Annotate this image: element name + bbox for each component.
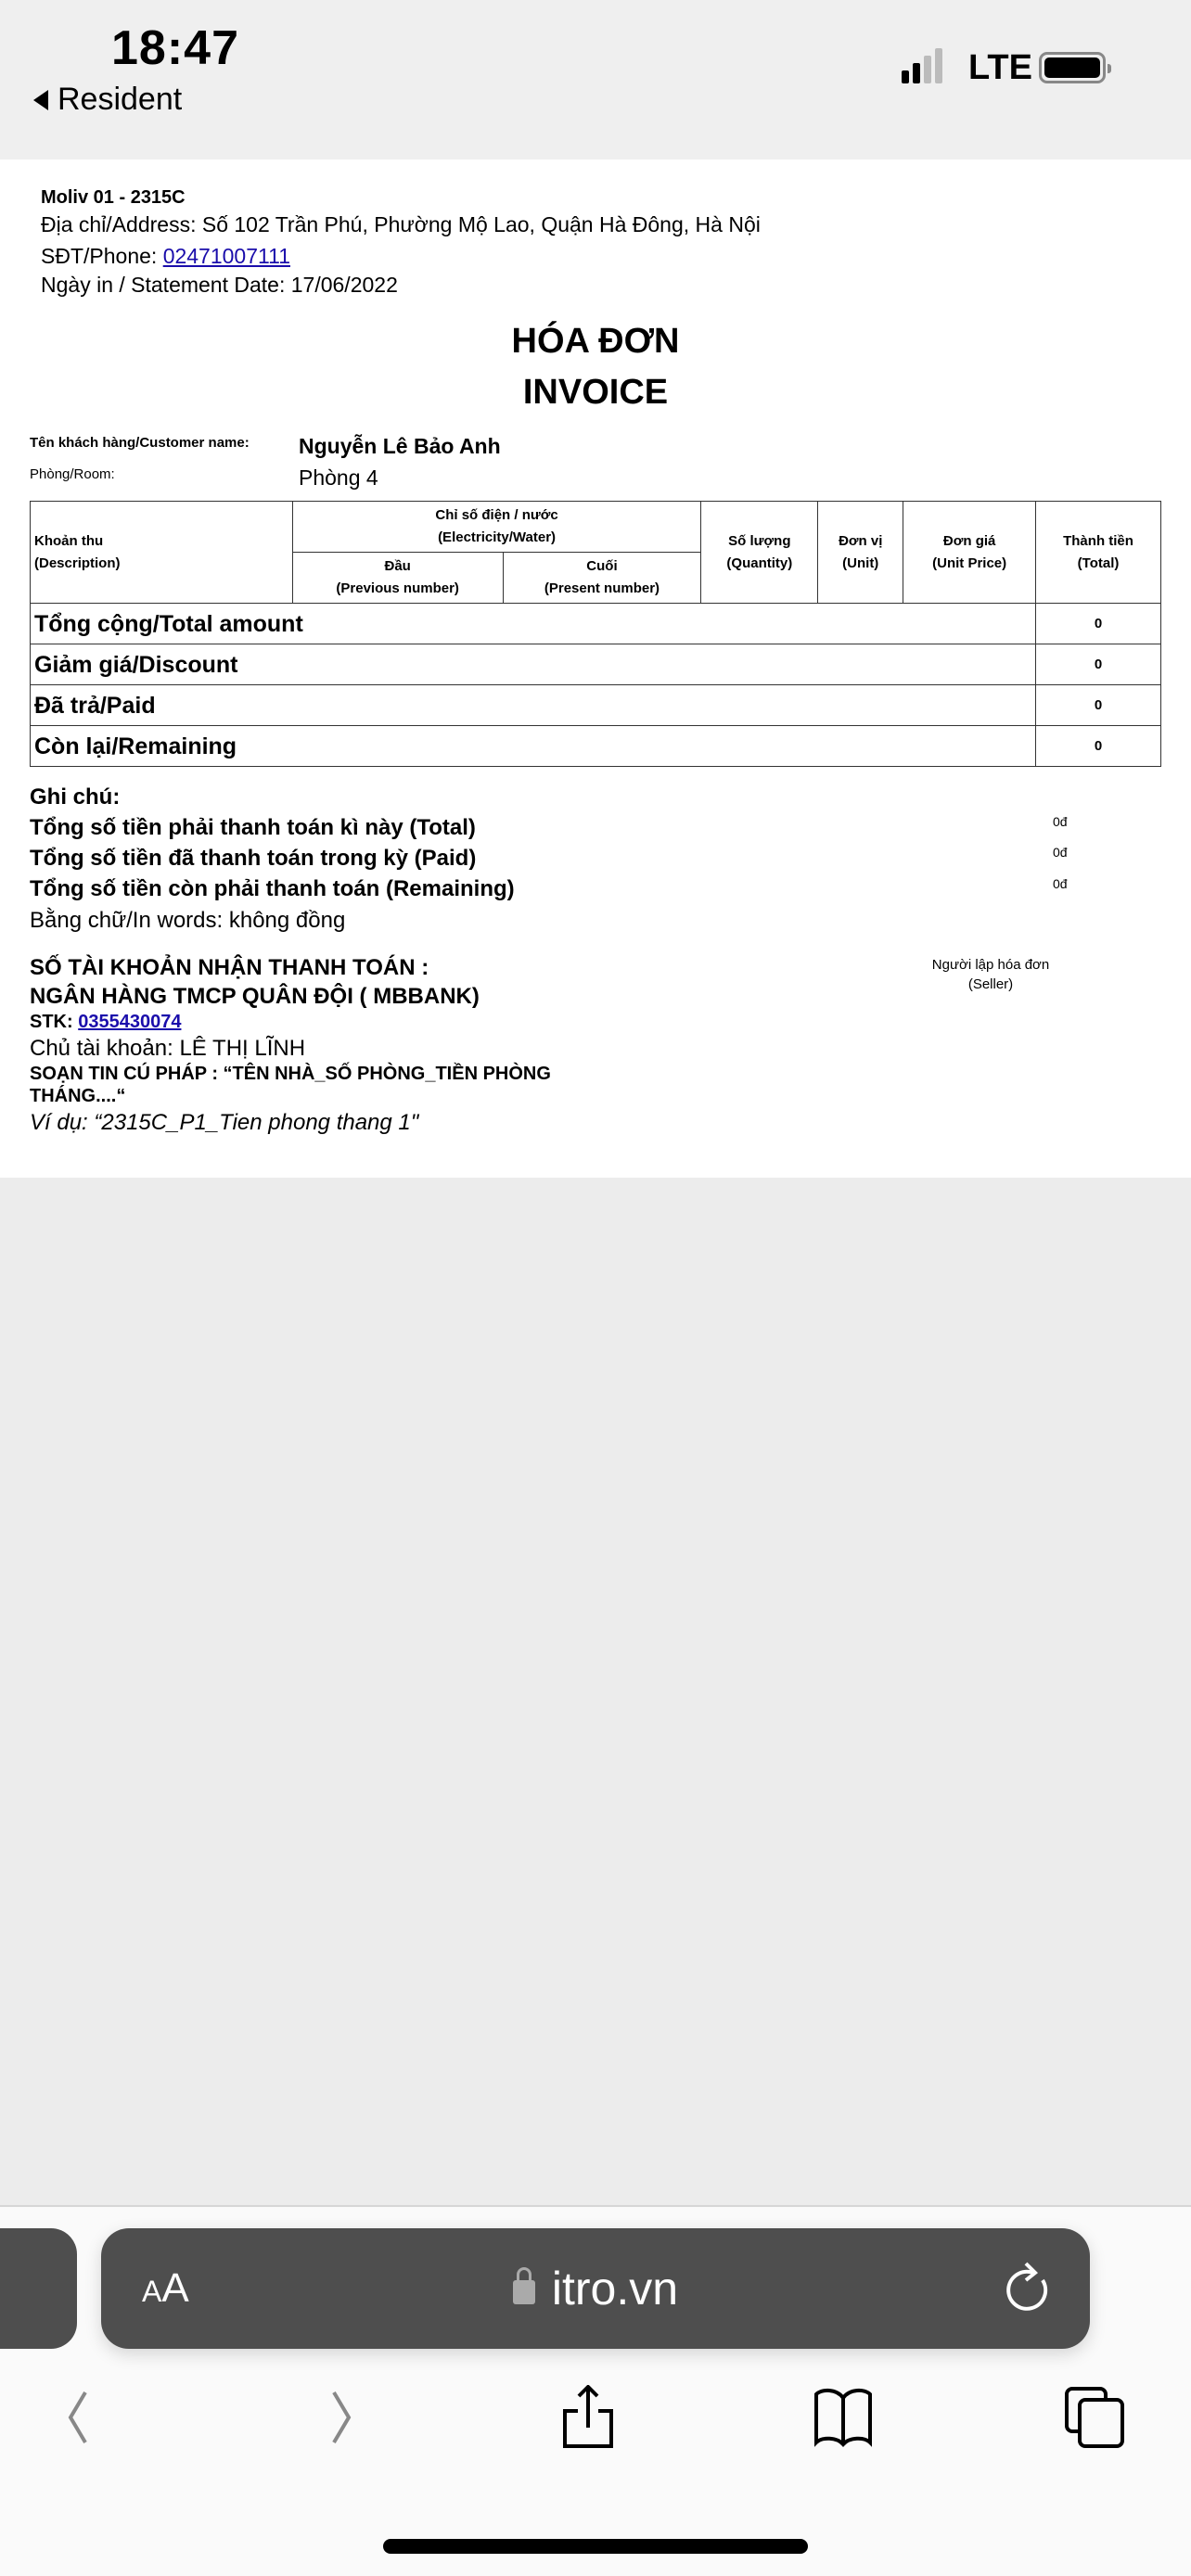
row-label: Tổng cộng/Total amount xyxy=(29,603,1037,644)
table-row: Giảm giá/Discount 0 xyxy=(29,644,1161,685)
note-total-value: 0đ xyxy=(1053,814,1068,829)
battery-icon xyxy=(1039,52,1111,83)
signal-icon xyxy=(902,48,942,83)
tabs-icon[interactable] xyxy=(1063,2385,1128,2450)
forward-icon[interactable] xyxy=(308,2385,373,2450)
back-app-label: Resident xyxy=(58,82,183,117)
row-value: 0 xyxy=(1035,725,1161,767)
note-remaining: Tổng số tiền còn phải thanh toán (Remain… xyxy=(30,876,515,901)
network-type: LTE xyxy=(968,48,1032,87)
transfer-syntax: SOẠN TIN CÚ PHÁP : “TÊN NHÀ_SỐ PHÒNG_TIỀ… xyxy=(30,1064,551,1106)
bank-name: NGÂN HÀNG TMCP QUÂN ĐỘI ( MBBANK) xyxy=(30,984,480,1009)
customer-label: Tên khách hàng/Customer name: xyxy=(30,435,250,451)
url-field[interactable]: itro.vn xyxy=(101,2262,1090,2315)
phone-line: SĐT/Phone: 02471007111 xyxy=(41,244,290,269)
header-present: Cuối (Present number) xyxy=(502,552,702,604)
header-unit-price: Đơn giá (Unit Price) xyxy=(903,501,1037,604)
note-paid-value: 0đ xyxy=(1053,845,1068,860)
clock: 18:47 xyxy=(111,21,239,75)
back-triangle-icon xyxy=(33,89,48,110)
address: Địa chỉ/Address: Số 102 Trần Phú, Phường… xyxy=(41,212,761,236)
reload-icon[interactable] xyxy=(1005,2262,1052,2314)
title-vi: HÓA ĐƠN xyxy=(511,322,680,361)
lock-icon xyxy=(512,2266,535,2304)
header-meter: Chỉ số điện / nước (Electricity/Water) xyxy=(291,501,702,553)
header-description: Khoản thu (Description) xyxy=(30,501,293,604)
status-bar: 18:47 Resident LTE xyxy=(0,0,1191,159)
header-unit: Đơn vị (Unit) xyxy=(817,501,904,604)
header-previous: Đầu (Previous number) xyxy=(291,552,504,604)
header-total: Thành tiền (Total) xyxy=(1035,501,1161,604)
transfer-example: Ví dụ: “2315C_P1_Tien phong thang 1" xyxy=(30,1110,419,1135)
previous-tab-pill[interactable] xyxy=(0,2228,77,2349)
account-number-line: STK: 0355430074 xyxy=(30,1012,181,1033)
phone-link[interactable]: 02471007111 xyxy=(162,244,290,268)
row-label: Giảm giá/Discount xyxy=(29,644,1037,685)
note-total: Tổng số tiền phải thanh toán kì này (Tot… xyxy=(30,815,476,840)
company-name: Moliv 01 - 2315C xyxy=(41,187,186,208)
room-value: Phòng 4 xyxy=(299,465,378,490)
table-row: Tổng cộng/Total amount 0 xyxy=(29,603,1161,644)
back-to-app-button[interactable]: Resident xyxy=(33,82,182,118)
bank-heading: SỐ TÀI KHOẢN NHẬN THANH TOÁN : xyxy=(30,955,429,980)
account-holder: Chủ tài khoản: LÊ THỊ LĨNH xyxy=(30,1036,306,1061)
header-quantity: Số lượng (Quantity) xyxy=(700,501,819,604)
row-value: 0 xyxy=(1035,684,1161,726)
invoice-table: Khoản thu (Description) Chỉ số điện / nướ… xyxy=(29,501,1161,767)
room-label: Phòng/Room: xyxy=(30,466,115,482)
table-row: Còn lại/Remaining 0 xyxy=(29,725,1161,767)
home-indicator[interactable] xyxy=(383,2539,808,2554)
reader-settings-button[interactable]: AA xyxy=(142,2265,189,2311)
customer-name: Nguyễn Lê Bảo Anh xyxy=(299,434,501,458)
stk-label: STK: xyxy=(30,1012,79,1032)
title-en: INVOICE xyxy=(522,373,669,412)
in-words: Bằng chữ/In words: không đồng xyxy=(30,908,346,933)
bookmarks-icon[interactable] xyxy=(811,2385,876,2450)
note-paid: Tổng số tiền đã thanh toán trong kỳ (Pai… xyxy=(30,846,477,871)
url-text: itro.vn xyxy=(551,2263,679,2315)
row-label: Còn lại/Remaining xyxy=(29,725,1037,767)
notes-heading: Ghi chú: xyxy=(30,784,121,810)
phone-label: SĐT/Phone: xyxy=(41,244,163,268)
row-value: 0 xyxy=(1035,603,1161,644)
seller-signature: Người lập hóa đơn (Seller) xyxy=(931,957,1050,992)
statement-date: Ngày in / Statement Date: 17/06/2022 xyxy=(41,273,398,297)
account-number-link[interactable]: 0355430074 xyxy=(78,1012,182,1032)
row-label: Đã trả/Paid xyxy=(29,684,1037,726)
back-icon[interactable] xyxy=(46,2385,111,2450)
address-bar[interactable]: AA itro.vn xyxy=(101,2228,1090,2349)
note-remaining-value: 0đ xyxy=(1053,876,1068,891)
row-value: 0 xyxy=(1035,644,1161,685)
share-icon[interactable] xyxy=(556,2385,621,2450)
table-row: Đã trả/Paid 0 xyxy=(29,684,1161,726)
